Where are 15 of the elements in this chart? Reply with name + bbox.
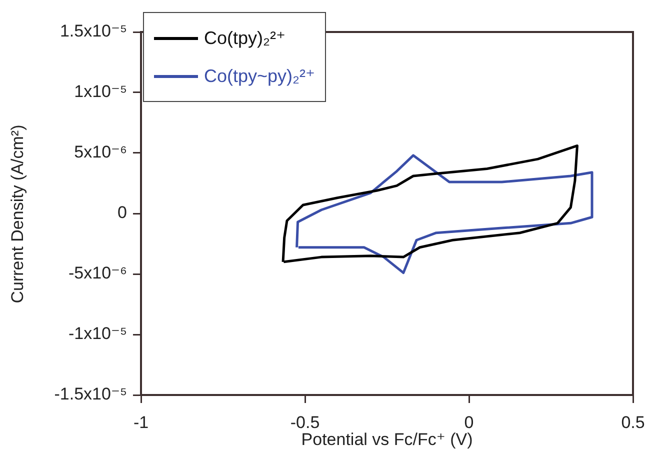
y-tick-label: 1x10⁻⁵ <box>74 82 127 102</box>
x-tick-label: -0.5 <box>290 412 320 432</box>
x-tick-label: -1 <box>133 412 149 432</box>
y-tick-label: -1.5x10⁻⁵ <box>54 384 127 404</box>
x-tick-label: 0 <box>464 412 474 432</box>
y-tick-label: 1.5x10⁻⁵ <box>60 22 127 41</box>
x-tick-label: 0.5 <box>621 412 645 432</box>
y-tick-label: 0 <box>118 203 127 222</box>
y-tick-label: 5x10⁻⁶ <box>74 142 127 162</box>
legend-label: Co(tpy)₂²⁺ <box>204 28 286 48</box>
y-axis-title: Current Density (A/cm²) <box>8 124 28 303</box>
y-tick-label: -5x10⁻⁶ <box>68 264 127 283</box>
legend-label: Co(tpy~py)₂²⁺ <box>204 66 316 86</box>
x-axis-title: Potential vs Fc/Fc⁺ (V) <box>301 430 473 450</box>
y-tick-label: -1x10⁻⁵ <box>68 324 127 344</box>
